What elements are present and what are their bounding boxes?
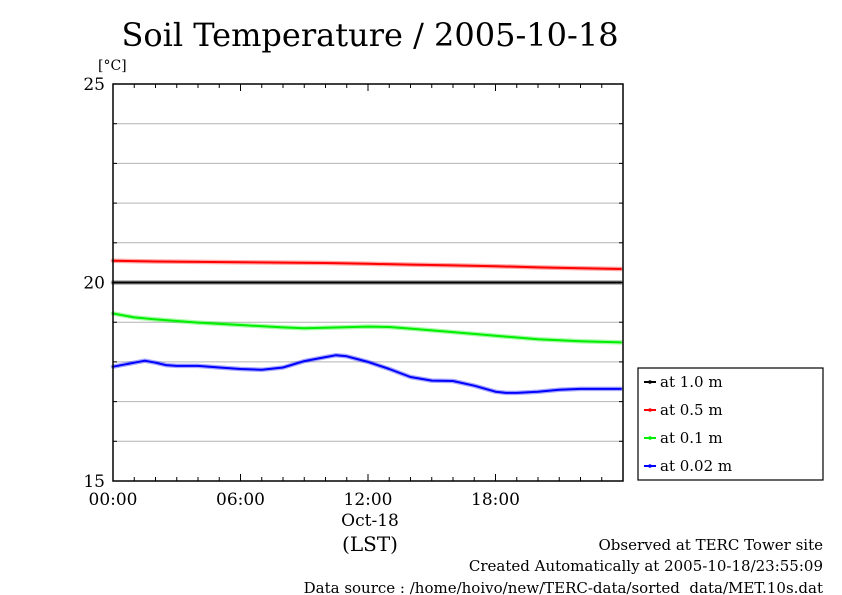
legend-marker: [648, 464, 652, 468]
legend-label: at 0.02 m: [660, 457, 732, 475]
footer-observed-note: Observed at TERC Tower site: [598, 536, 823, 554]
series-lines: [110, 258, 624, 396]
footer-source-note: Data source : /home/hoivo/new/TERC-data/…: [304, 579, 823, 595]
y-tick-label: 25: [83, 75, 105, 95]
x-tick-label: 18:00: [471, 490, 520, 510]
y-axis-unit: [°C]: [98, 58, 127, 74]
x-tick-labels: 00:00 06:00 12:00 18:00: [89, 490, 521, 510]
series-halo: [110, 311, 624, 345]
series-line: [112, 259, 622, 270]
legend-label: at 0.1 m: [660, 429, 723, 447]
legend-label: at 1.0 m: [660, 373, 723, 391]
series-line: [112, 354, 622, 394]
legend: at 1.0 m at 0.5 m at 0.1 m at 0.02 m: [637, 367, 824, 481]
footer-created-note: Created Automatically at 2005-10-18/23:5…: [469, 557, 823, 575]
legend-marker: [648, 408, 652, 412]
axis-ticks: [113, 84, 623, 481]
y-tick-label: 15: [83, 472, 105, 492]
y-tick-labels: 15 20 25: [83, 75, 105, 492]
legend-marker: [648, 380, 652, 384]
x-tick-label: 12:00: [344, 490, 393, 510]
x-axis-label: (LST): [342, 532, 398, 556]
series-line: [112, 312, 622, 344]
legend-label: at 0.5 m: [660, 401, 723, 419]
legend-marker: [648, 436, 652, 440]
x-date-label: Oct-18: [341, 511, 399, 531]
chart-title: Soil Temperature / 2005-10-18: [121, 16, 618, 54]
legend-box: [637, 367, 824, 481]
x-tick-label: 00:00: [89, 490, 138, 510]
y-tick-label: 20: [83, 274, 105, 294]
x-tick-label: 06:00: [216, 490, 265, 510]
